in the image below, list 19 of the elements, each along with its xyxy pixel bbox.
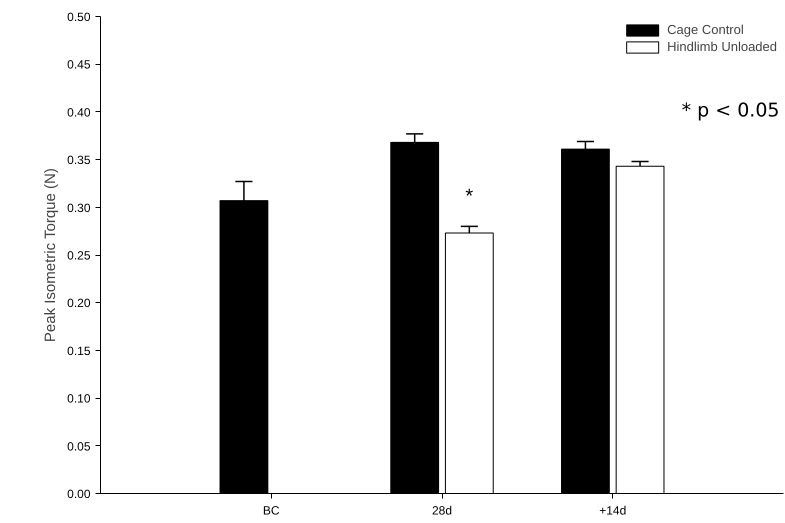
y-tick-label: 0.45: [67, 58, 91, 72]
y-axis-title: Peak Isometric Torque (N): [42, 168, 60, 342]
x-tick-label: 28d: [432, 504, 452, 518]
y-tick-label: 0.10: [67, 392, 91, 406]
y-tick-label: 0.50: [67, 10, 91, 24]
y-tick-label: 0.15: [67, 344, 91, 358]
legend-label: Cage Control: [667, 22, 744, 37]
y-tick-label: 0.20: [67, 296, 91, 310]
legend-label: Hindlimb Unloaded: [667, 39, 777, 54]
annotation: *: [465, 185, 474, 208]
x-tick-label: +14d: [599, 504, 626, 518]
y-tick-label: 0.00: [67, 487, 91, 501]
y-tick-label: 0.25: [67, 248, 91, 262]
y-tick-label: 0.30: [67, 200, 91, 215]
x-tick-label: BC: [262, 504, 280, 518]
y-tick-label: 0.35: [67, 153, 91, 168]
y-tick-label: 0.40: [67, 105, 91, 120]
annotation: * p < 0.05: [682, 99, 780, 122]
y-tick-label: 0.05: [67, 439, 91, 454]
